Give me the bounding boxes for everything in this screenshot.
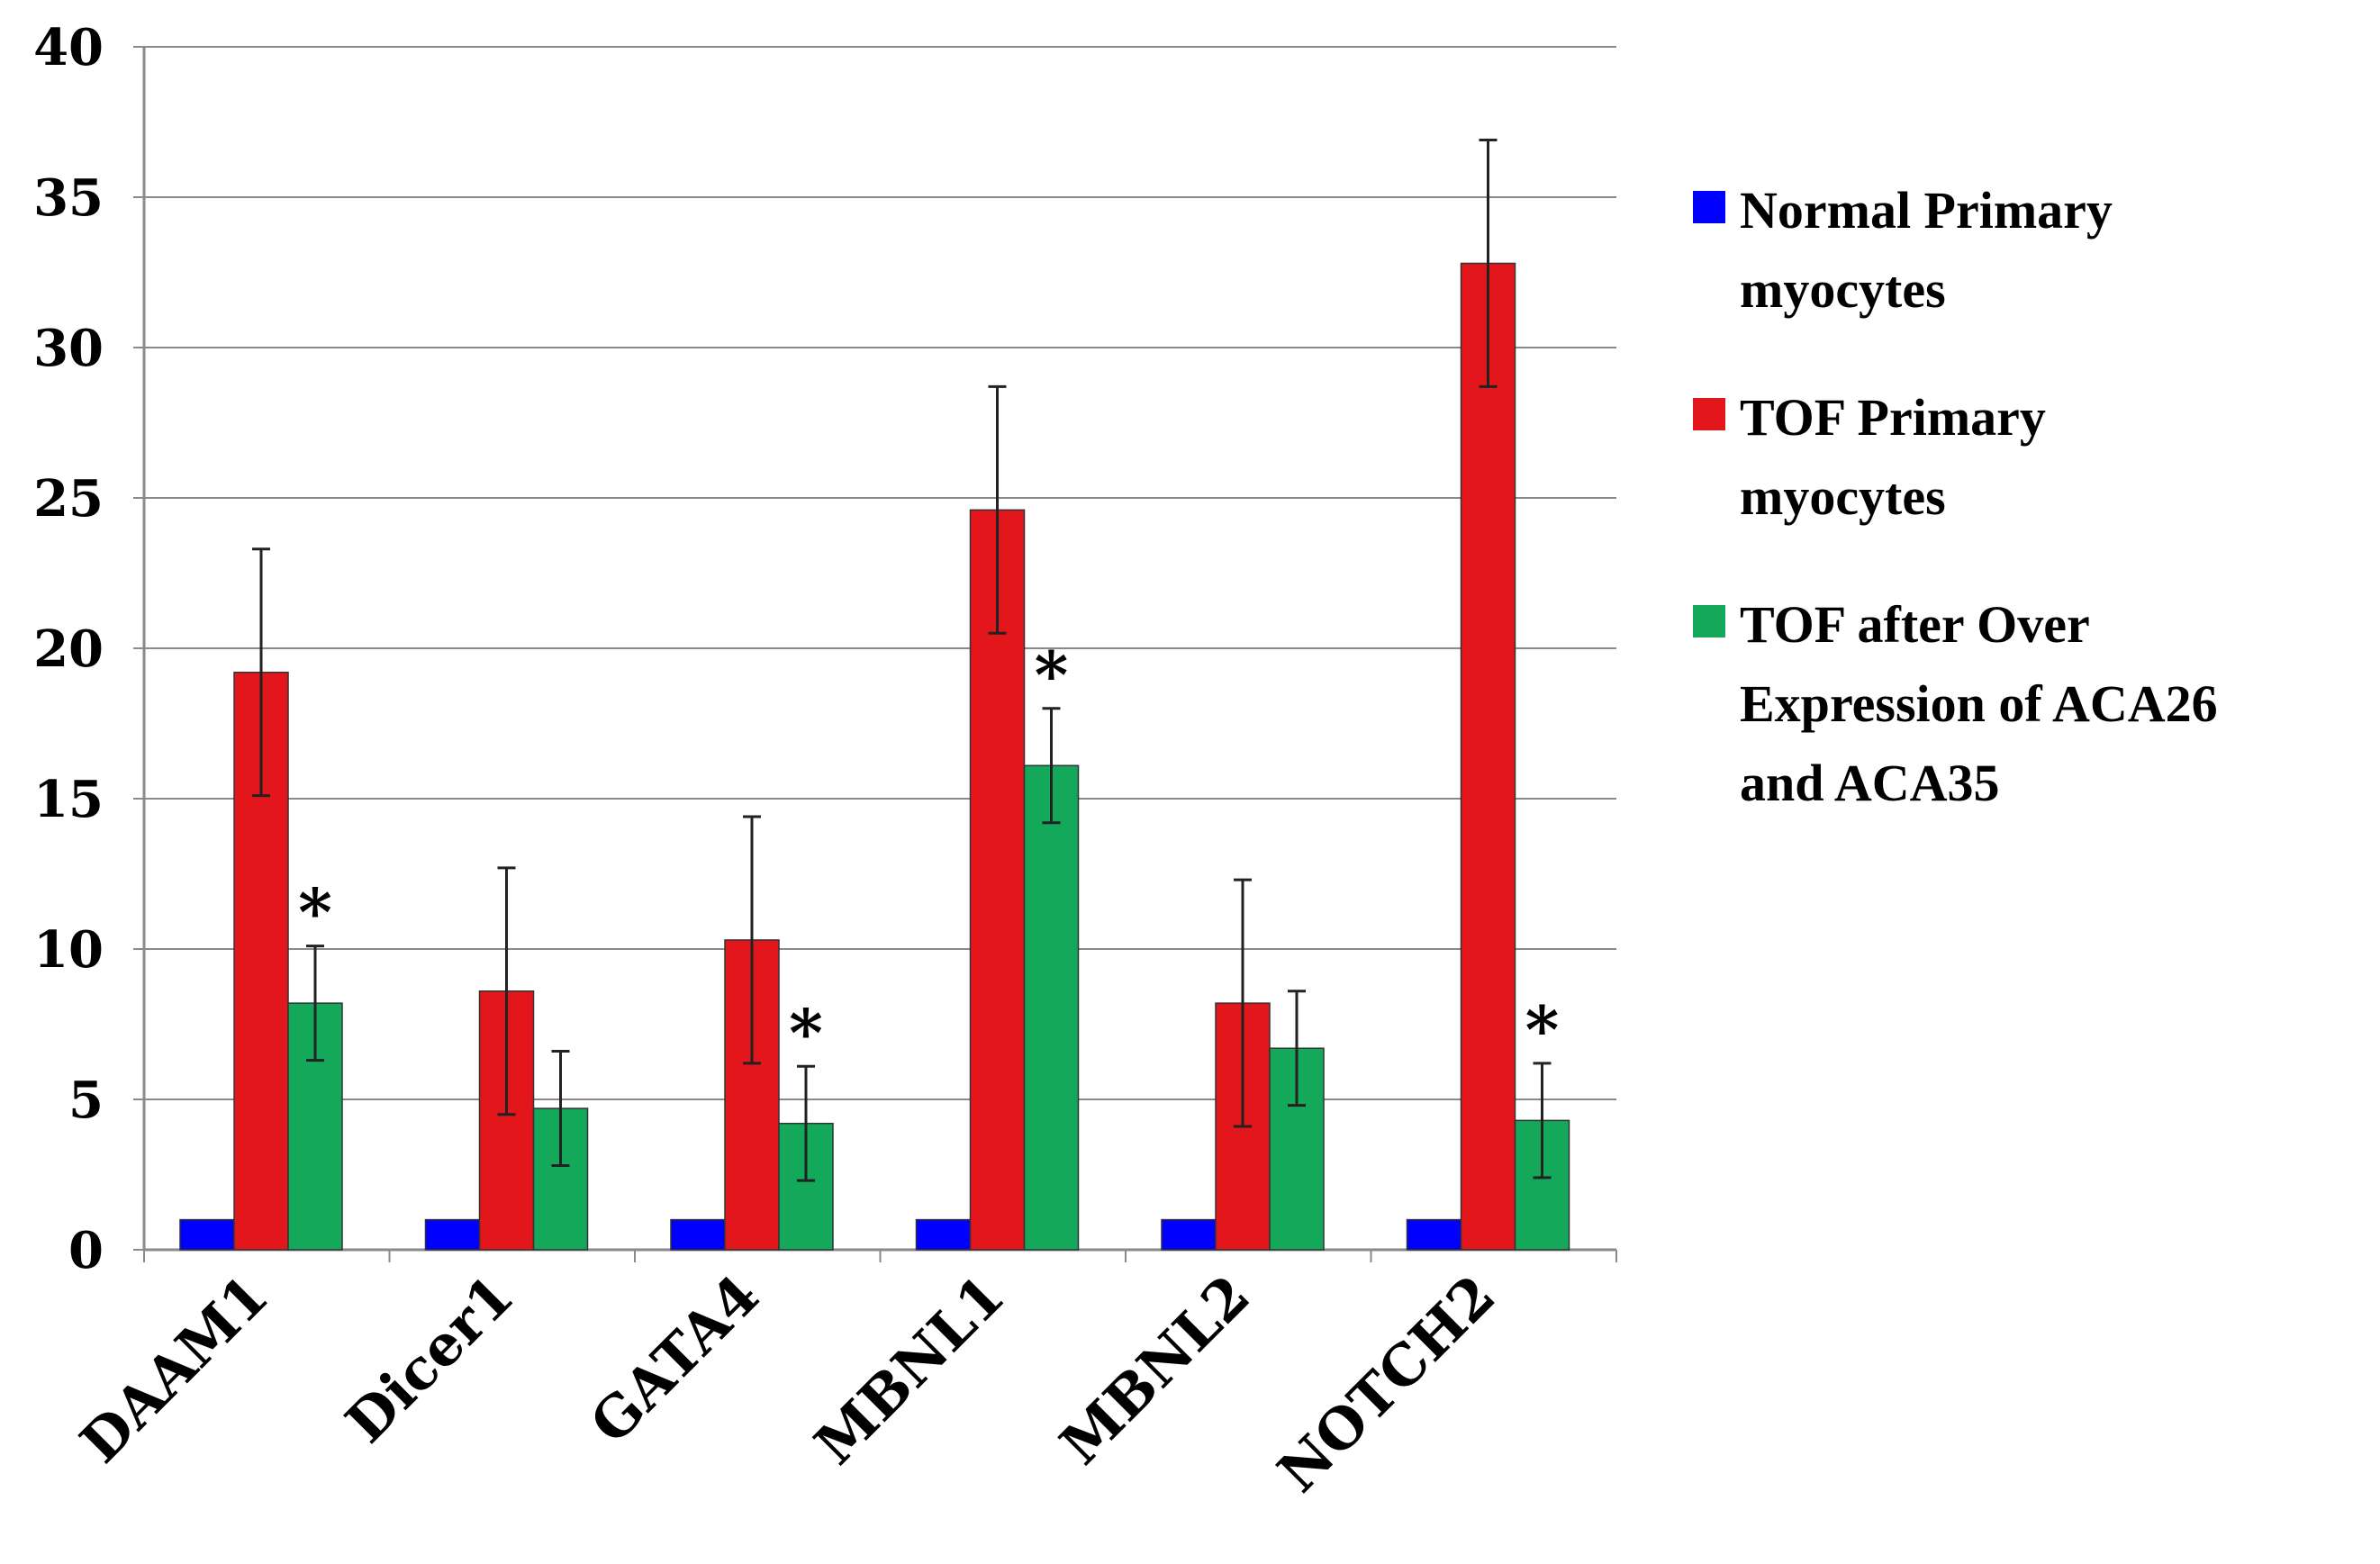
legend-item-normal: Normal Primary myocytes	[1693, 171, 2377, 330]
x-tick-label: DAAM1	[68, 1262, 281, 1476]
y-tick-label: 10	[33, 920, 104, 980]
x-tick-label: Dicer1	[333, 1262, 526, 1455]
y-tick-label: 15	[33, 770, 104, 829]
legend-swatch-tof	[1693, 398, 1725, 430]
legend-label-tof-line1: TOF Primary	[1740, 388, 2046, 447]
legend-swatch-tof-overexpression	[1693, 605, 1725, 637]
y-tick-label: 40	[33, 18, 104, 77]
y-tick-label: 5	[68, 1071, 104, 1130]
legend-item-tof: TOF Primary myocytes	[1693, 378, 2377, 537]
bar-gata4-series-0	[670, 1218, 726, 1251]
legend-label-tof-line2: myocytes	[1740, 467, 1946, 526]
y-tick-label: 20	[33, 619, 104, 679]
legend-label-normal-line2: myocytes	[1740, 260, 1946, 319]
legend-swatch-normal	[1693, 191, 1725, 223]
bar-dicer1-series-0	[424, 1218, 481, 1251]
bar-mbnl1-series-0	[915, 1218, 972, 1251]
legend-item-tof-overexpression: TOF after Over Expression of ACA26 and A…	[1693, 585, 2377, 823]
legend-label-tof-overexpression-line1: TOF after Over	[1740, 595, 2090, 654]
significance-marker: *	[789, 994, 823, 1071]
significance-marker: *	[1035, 637, 1069, 713]
bar-mbnl1-series-2	[1023, 764, 1080, 1251]
x-tick-label: NOTCH2	[1265, 1262, 1507, 1505]
legend: Normal Primary myocytes TOF Primary myoc…	[1693, 171, 2377, 872]
x-tick-label: MBNL1	[802, 1262, 1018, 1478]
bar-notch2-series-0	[1406, 1218, 1462, 1251]
significance-marker: *	[1525, 991, 1560, 1068]
legend-label-tof-overexpression-line3: and ACA35	[1740, 754, 2000, 812]
y-tick-label: 35	[33, 168, 104, 228]
bar-mbnl2-series-0	[1161, 1218, 1217, 1251]
legend-label-normal-line1: Normal Primary	[1740, 181, 2113, 240]
bar-notch2-series-1	[1460, 262, 1516, 1251]
legend-label-tof-overexpression-line2: Expression of ACA26	[1740, 674, 2218, 733]
x-tick-label: MBNL2	[1047, 1262, 1262, 1478]
y-tick-label: 25	[33, 469, 104, 529]
x-tick-label: GATA4	[577, 1262, 771, 1456]
significance-marker: *	[298, 874, 332, 951]
bar-daam1-series-0	[179, 1218, 235, 1251]
y-tick-label: 0	[68, 1221, 104, 1280]
y-tick-label: 30	[33, 319, 104, 378]
